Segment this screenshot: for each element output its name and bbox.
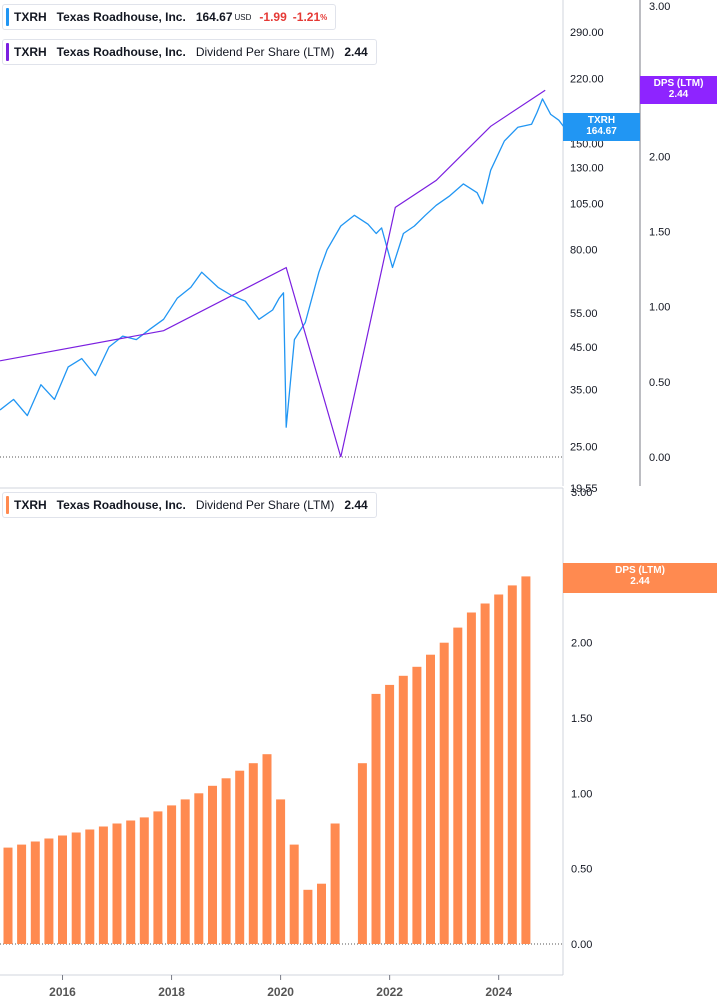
dps-bar [426, 654, 435, 944]
price-axis-tick-label: 19.55 [570, 483, 598, 495]
price-axis-tick-label: 45.00 [570, 342, 598, 354]
dps-bar [153, 811, 163, 944]
time-axis-tick-label: 2020 [267, 985, 294, 999]
dps-bar [453, 627, 463, 944]
price-legend-change-pct: -1.21 [292, 10, 321, 24]
dps-bar [44, 838, 54, 944]
price-axis-tick-label: 105.00 [570, 199, 604, 211]
dps-axis-tick-label-bottom: 1.50 [571, 713, 592, 725]
dps-bar [480, 603, 490, 944]
dps-bar [71, 832, 81, 944]
dps-axis-tick-label-top: 1.50 [649, 227, 670, 239]
dps-axis-tick-label-top: 3.00 [649, 1, 670, 13]
dps-legend-top-ticker: TXRH [14, 45, 47, 59]
dps-bar [3, 847, 13, 944]
dps-bar [439, 642, 449, 944]
price-axis-tick-label: 150.00 [570, 138, 604, 150]
price-tag-ticker: TXRH [587, 115, 616, 126]
dps-last-value-tag-top: DPS (LTM) 2.44 [640, 76, 717, 104]
dps-bar [371, 693, 381, 944]
dps-bar [139, 817, 149, 944]
dps-bar [30, 841, 40, 944]
dps-tag-bottom-label: DPS (LTM) [615, 565, 665, 576]
dps-bar [58, 835, 67, 944]
price-legend-pct-sign: % [320, 12, 328, 22]
time-axis-tick-label: 2016 [49, 985, 76, 999]
price-axis-tick-label: 80.00 [570, 245, 598, 257]
dps-bar [194, 793, 204, 944]
dps-bar [303, 889, 313, 944]
dps-bar [385, 684, 395, 944]
dps-legend-top-metric: Dividend Per Share (LTM) [195, 45, 335, 59]
dps-axis-tick-label-top: 0.50 [649, 377, 670, 389]
price-line [0, 98, 565, 428]
dps-axis-tick-label-bottom: 2.00 [571, 638, 592, 650]
dps-bar [289, 844, 299, 944]
price-axis-tick-label: 55.00 [570, 308, 598, 320]
price-tag-value: 164.67 [586, 126, 617, 137]
dps-bar [330, 823, 340, 944]
dps-bar [248, 763, 258, 944]
dps-bar [85, 829, 95, 944]
dps-bar [17, 844, 27, 944]
dps-legend-top[interactable]: TXRH Texas Roadhouse, Inc. Dividend Per … [2, 39, 377, 65]
dps-axis-tick-label-bottom: 3.00 [571, 487, 592, 499]
dps-last-value-tag-bottom: DPS (LTM) 2.44 [563, 563, 717, 593]
price-axis-tick-label: 25.00 [570, 441, 598, 453]
price-last-value-tag: TXRH 164.67 [563, 113, 640, 141]
dps-legend-top-value: 2.44 [344, 45, 368, 59]
dps-line [0, 89, 546, 458]
dps-axis-tick-label-top: 1.00 [649, 302, 670, 314]
dps-legend-bottom-company: Texas Roadhouse, Inc. [56, 498, 186, 512]
price-legend-ticker: TXRH [14, 10, 47, 24]
dps-bar [507, 585, 517, 944]
dps-tag-top-label: DPS (LTM) [653, 78, 704, 89]
dps-bar [398, 675, 408, 944]
price-series-swatch [6, 8, 9, 26]
dps-axis-tick-label-top: 0.00 [649, 452, 670, 464]
dps-bar [98, 826, 108, 944]
dps-tag-top-value: 2.44 [668, 89, 689, 100]
dps-legend-top-company: Texas Roadhouse, Inc. [56, 45, 186, 59]
dps-bar [221, 778, 231, 944]
dps-bar [466, 612, 476, 944]
dps-bar [276, 799, 286, 944]
price-legend-price: 164.67 [195, 10, 233, 24]
dps-axis-tick-label-bottom: 0.50 [571, 864, 592, 876]
dps-legend-bottom-ticker: TXRH [14, 498, 47, 512]
price-axis-tick-label: 130.00 [570, 163, 604, 175]
price-axis-tick-label: 220.00 [570, 74, 604, 86]
dps-bar [317, 883, 326, 944]
dps-bar [126, 820, 136, 944]
price-legend[interactable]: TXRH Texas Roadhouse, Inc. 164.67 USD -1… [2, 4, 337, 30]
dps-legend-bottom[interactable]: TXRH Texas Roadhouse, Inc. Dividend Per … [2, 492, 377, 518]
dps-series-swatch-bottom [6, 496, 9, 514]
time-axis-tick-label: 2024 [485, 985, 512, 999]
price-axis-tick-label: 290.00 [570, 27, 604, 39]
dps-axis-tick-label-top: 2.00 [649, 151, 670, 163]
price-legend-company: Texas Roadhouse, Inc. [56, 10, 186, 24]
time-axis-tick-label: 2022 [376, 985, 403, 999]
time-axis-tick-label: 2018 [158, 985, 185, 999]
dps-bar [208, 785, 217, 944]
dps-bar [494, 594, 504, 944]
dps-bar [357, 763, 367, 944]
dps-bar [167, 805, 177, 944]
price-legend-currency: USD [234, 12, 252, 22]
dps-series-swatch-top [6, 43, 9, 61]
dps-legend-bottom-value: 2.44 [344, 498, 368, 512]
dps-legend-bottom-metric: Dividend Per Share (LTM) [195, 498, 335, 512]
dps-bar [235, 770, 245, 944]
price-axis-tick-label: 35.00 [570, 384, 598, 396]
dps-tag-bottom-value: 2.44 [630, 576, 650, 587]
dps-axis-tick-label-bottom: 0.00 [571, 939, 592, 951]
dps-bar [262, 754, 272, 944]
dps-bar [112, 823, 122, 944]
dps-bar [180, 799, 190, 944]
price-legend-change: -1.99 [259, 10, 287, 24]
dps-bar [521, 576, 531, 944]
dps-bar [412, 666, 422, 944]
dps-axis-tick-label-bottom: 1.00 [571, 788, 592, 800]
